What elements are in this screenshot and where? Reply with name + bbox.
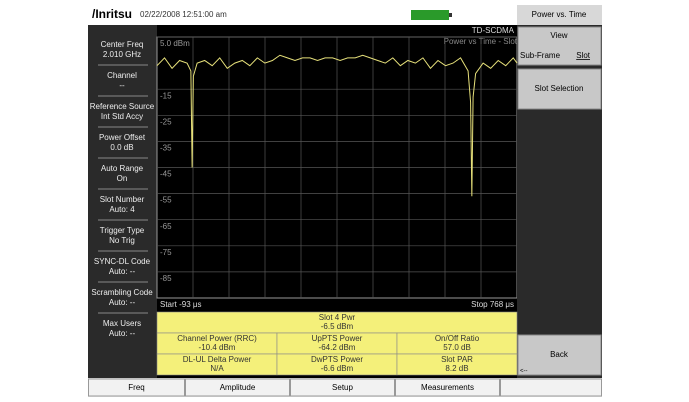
param-value: Auto: -- bbox=[109, 267, 136, 276]
menu-label: Freq bbox=[128, 383, 144, 392]
measurement-label: DL-UL Delta Power bbox=[183, 355, 252, 364]
measurement-value: -10.4 dBm bbox=[199, 343, 236, 352]
menu-button[interactable] bbox=[185, 378, 290, 397]
battery bbox=[411, 10, 449, 20]
menu-button[interactable] bbox=[500, 378, 602, 397]
y-tick-label: -85 bbox=[160, 274, 172, 283]
view-label: View bbox=[550, 31, 567, 40]
param-value: No Trig bbox=[109, 236, 135, 245]
menu-title: Power vs. Time bbox=[532, 10, 587, 19]
y-tick-label: -35 bbox=[160, 144, 172, 153]
param-label: Center Freq bbox=[101, 40, 144, 49]
measurement-value: -6.5 dBm bbox=[321, 322, 354, 331]
slot-selection-label: Slot Selection bbox=[535, 84, 584, 93]
param-value: Auto: 4 bbox=[109, 205, 135, 214]
param-label: Power Offset bbox=[99, 133, 146, 142]
x-start-label: Start -93 μs bbox=[160, 300, 202, 309]
param-value: Auto: -- bbox=[109, 298, 136, 307]
param-value: Int Std Accy bbox=[101, 112, 143, 121]
battery-tip bbox=[449, 13, 452, 17]
menu-label: Measurements bbox=[421, 383, 474, 392]
measurement-label: DwPTS Power bbox=[311, 355, 363, 364]
menu-title-box bbox=[517, 5, 602, 25]
param-value: -- bbox=[119, 81, 125, 90]
menu-label: Setup bbox=[332, 383, 353, 392]
menu-button[interactable] bbox=[395, 378, 500, 397]
param-value: 2.010 GHz bbox=[103, 50, 141, 59]
back-button[interactable] bbox=[517, 334, 602, 376]
logo: /Inritsu bbox=[92, 7, 132, 21]
back-label: Back bbox=[550, 350, 569, 359]
y-tick-label: -15 bbox=[160, 91, 172, 100]
param-label: Slot Number bbox=[100, 195, 145, 204]
chart-title: TD-SCDMA bbox=[472, 26, 515, 35]
menu-button[interactable] bbox=[290, 378, 395, 397]
param-label: SYNC-DL Code bbox=[94, 257, 151, 266]
back-arrow: <-- bbox=[520, 369, 528, 375]
measurement-cell bbox=[396, 353, 518, 376]
param-value: On bbox=[117, 174, 128, 183]
y-tick-label: 5.0 dBm bbox=[160, 39, 190, 48]
view-option-selected: Slot bbox=[576, 51, 591, 60]
measurement-value: -6.6 dBm bbox=[321, 364, 354, 373]
measurement-label: Slot 4 Pwr bbox=[319, 313, 356, 322]
param-label: Channel bbox=[107, 71, 137, 80]
measurement-value: -64.2 dBm bbox=[319, 343, 356, 352]
y-tick-label: -55 bbox=[160, 196, 172, 205]
x-stop-label: Stop 768 μs bbox=[471, 300, 514, 309]
param-label: Scrambling Code bbox=[91, 288, 153, 297]
param-label: Trigger Type bbox=[100, 226, 145, 235]
view-button[interactable] bbox=[517, 26, 602, 66]
measurement-label: UpPTS Power bbox=[312, 334, 363, 343]
param-label: Reference Source bbox=[90, 102, 155, 111]
measurement-label: Channel Power (RRC) bbox=[177, 334, 257, 343]
param-label: Auto Range bbox=[101, 164, 144, 173]
param-value: Auto: -- bbox=[109, 329, 136, 338]
datetime: 02/22/2008 12:51:00 am bbox=[140, 10, 227, 19]
y-tick-label: -65 bbox=[160, 222, 172, 231]
trace bbox=[156, 54, 518, 197]
right-panel bbox=[517, 5, 602, 378]
top-bar bbox=[88, 5, 517, 25]
param-value: 0.0 dB bbox=[110, 143, 133, 152]
view-option: Sub-Frame bbox=[520, 51, 561, 60]
left-panel bbox=[88, 25, 157, 378]
measurement-label: On/Off Ratio bbox=[435, 334, 480, 343]
menu-label: Amplitude bbox=[220, 383, 256, 392]
measurement-value: 57.0 dB bbox=[443, 343, 471, 352]
measurement-value: N/A bbox=[210, 364, 224, 373]
measurement-value: 8.2 dB bbox=[445, 364, 468, 373]
measurement-label: Slot PAR bbox=[441, 355, 473, 364]
y-tick-label: -45 bbox=[160, 170, 172, 179]
slot-selection-button[interactable] bbox=[517, 68, 602, 110]
y-tick-label: -75 bbox=[160, 248, 172, 257]
y-tick-label: -25 bbox=[160, 117, 172, 126]
param-label: Max Users bbox=[103, 319, 141, 328]
menu-button[interactable] bbox=[88, 378, 185, 397]
